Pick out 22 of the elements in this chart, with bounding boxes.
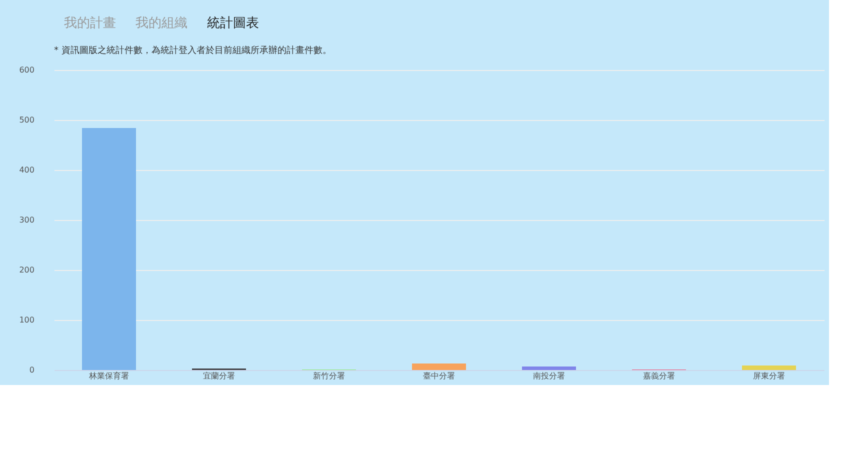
x-tick-label: 林業保育署 <box>88 372 129 380</box>
x-tick-label: 嘉義分署 <box>643 372 675 380</box>
chart-subtitle: * 資訊圖版之統計件數，為統計登入者於目前組織所承辦的計畫件數。 <box>54 45 332 56</box>
bar <box>82 128 136 370</box>
y-tick-label: 600 <box>19 66 34 74</box>
bar <box>412 364 466 370</box>
y-tick-label: 100 <box>19 316 34 324</box>
y-tick-label: 400 <box>19 166 34 174</box>
bar <box>742 366 796 370</box>
bar <box>522 366 576 370</box>
text: 我的計畫 <box>64 16 116 31</box>
text: 我的組織 <box>136 16 188 31</box>
x-tick-label: 新竹分署 <box>313 372 345 380</box>
x-tick-label: 宜蘭分署 <box>203 372 235 380</box>
text: 統計圖表 <box>207 16 260 31</box>
x-tick-label: 南投分署 <box>533 372 565 380</box>
x-tick-label: 屏東分署 <box>753 372 785 380</box>
y-tick-label: 300 <box>19 216 34 224</box>
x-tick-label: 臺中分署 <box>423 372 455 380</box>
y-tick-label: 0 <box>29 366 34 374</box>
y-tick-label: 200 <box>19 266 34 274</box>
y-tick-label: 500 <box>19 116 34 124</box>
